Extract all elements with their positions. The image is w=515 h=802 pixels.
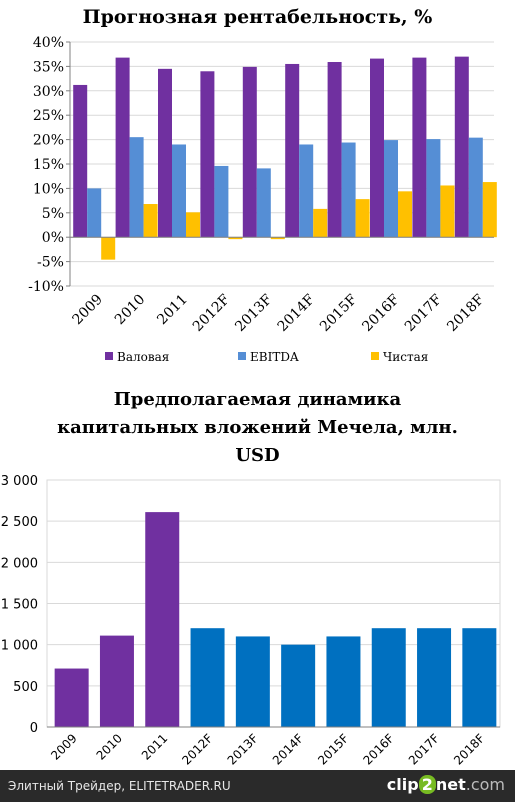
x-tick-label: 2014F <box>270 731 306 767</box>
x-tick-label: 2009 <box>48 731 79 762</box>
x-tick-label: 2011 <box>154 292 191 329</box>
bar-Чистая <box>482 182 497 238</box>
x-tick-label: 2016F <box>359 291 403 335</box>
legend-label: Валовая <box>117 350 169 364</box>
y-tick-label: 2 000 <box>1 556 38 571</box>
y-tick-label: 5% <box>42 206 64 222</box>
footer-source-text: Элитный Трейдер, ELITETRADER.RU <box>8 779 231 793</box>
bar-EBITDA <box>341 142 356 238</box>
chart2-title-line-2: капитальных вложений Мечела, млн. <box>57 417 458 438</box>
bar-Валовая <box>370 58 384 238</box>
y-tick-label: 0% <box>42 230 64 246</box>
capex-bar <box>326 636 361 727</box>
x-tick-label: 2015F <box>315 731 351 767</box>
bar-Чистая <box>228 237 243 240</box>
bar-EBITDA <box>172 144 186 238</box>
x-tick-label: 2010 <box>94 731 125 762</box>
capex-bar <box>371 628 406 727</box>
legend-label: Чистая <box>383 350 428 364</box>
y-tick-label: 0 <box>30 721 38 736</box>
clip2net-logo[interactable]: clip 2 net.com <box>387 775 505 794</box>
capex-bar <box>235 636 270 727</box>
bar-Валовая <box>412 57 427 238</box>
bar-Валовая <box>200 71 215 238</box>
bar-EBITDA <box>384 140 398 238</box>
chart2-title-line-1: Предполагаемая динамика <box>113 389 402 410</box>
capex-bar <box>99 635 134 727</box>
chart1-title: Прогнозная рентабельность, % <box>82 6 433 28</box>
bar-Чистая <box>313 208 328 238</box>
bar-EBITDA <box>129 137 144 238</box>
logo-net: net <box>435 775 466 794</box>
bar-Валовая <box>242 66 257 238</box>
bar-Чистая <box>355 199 370 238</box>
bar-Чистая <box>270 237 285 240</box>
bar-Валовая <box>327 62 342 238</box>
y-tick-label: 2 500 <box>1 515 38 530</box>
x-tick-label: 2010 <box>112 292 149 329</box>
y-tick-label: 15% <box>33 157 64 173</box>
y-tick-label: 25% <box>33 108 64 124</box>
y-tick-label: 35% <box>33 59 64 75</box>
y-tick-label: -5% <box>37 255 64 271</box>
y-tick-label: 20% <box>33 133 64 149</box>
x-tick-label: 2012F <box>190 291 234 335</box>
capex-bar <box>281 644 316 727</box>
bar-Чистая <box>101 237 116 260</box>
y-tick-label: 1 000 <box>1 639 38 654</box>
logo-two: 2 <box>418 775 436 794</box>
bar-Валовая <box>158 68 172 238</box>
bar-EBITDA <box>299 144 314 238</box>
bar-EBITDA <box>256 168 271 238</box>
capex-bar <box>145 512 180 727</box>
x-tick-label: 2018F <box>451 731 487 767</box>
bar-EBITDA <box>87 188 102 238</box>
capex-bar <box>462 628 497 727</box>
legend-swatch-EBITDA <box>238 352 246 360</box>
logo-clip: clip <box>386 775 419 794</box>
chart1-svg: -10% -5% 0% 5% 10% 15% 20% 25% 30% 35% 40% 2009 2010… <box>28 35 497 364</box>
bar-Чистая <box>398 191 412 238</box>
x-tick-label: 2016F <box>360 731 396 767</box>
logo-dotcom: .com <box>465 775 505 794</box>
legend-swatch-Валовая <box>105 352 113 360</box>
y-tick-label: -10% <box>28 279 64 295</box>
bar-Валовая <box>73 84 88 238</box>
capex-bar <box>417 628 452 727</box>
x-tick-label: 2011 <box>139 731 170 762</box>
x-tick-label: 2017F <box>402 291 446 335</box>
bar-EBITDA <box>214 165 229 238</box>
bar-Валовая <box>285 63 300 238</box>
legend-label: EBITDA <box>250 350 299 364</box>
y-tick-label: 30% <box>33 84 64 100</box>
bar-Валовая <box>115 57 130 238</box>
x-tick-label: 2013F <box>232 291 276 335</box>
bar-Чистая <box>186 212 200 238</box>
bar-Чистая <box>143 204 158 238</box>
chart2-title: Предполагаемая динамика капитальных влож… <box>0 386 515 470</box>
x-tick-label: 2013F <box>225 731 261 767</box>
footer-bar: Элитный Трейдер, ELITETRADER.RU clip 2 net… <box>0 770 515 802</box>
y-tick-label: 500 <box>13 680 38 695</box>
x-tick-label: 2018F <box>444 291 488 335</box>
chart2-svg: 0 500 1 000 1 500 2 000 2 500 3 000 2009 2010 201… <box>1 474 501 768</box>
x-tick-label: 2012F <box>179 731 215 767</box>
y-tick-label: 3 000 <box>1 474 38 489</box>
y-tick-label: 10% <box>33 181 64 197</box>
bar-EBITDA <box>468 137 483 238</box>
capex-bar <box>54 668 89 727</box>
x-tick-label: 2015F <box>317 291 361 335</box>
bar-Валовая <box>454 56 469 238</box>
x-tick-label: 2017F <box>406 731 442 767</box>
y-tick-label: 40% <box>33 35 64 51</box>
bar-EBITDA <box>426 139 441 238</box>
chart2-title-line-3: USD <box>235 445 280 466</box>
legend-swatch-Чистая <box>371 352 379 360</box>
capex-bar <box>190 628 225 727</box>
x-tick-label: 2014F <box>275 291 319 335</box>
x-tick-label: 2009 <box>70 292 107 329</box>
bar-Чистая <box>440 185 455 238</box>
y-tick-label: 1 500 <box>1 598 38 613</box>
